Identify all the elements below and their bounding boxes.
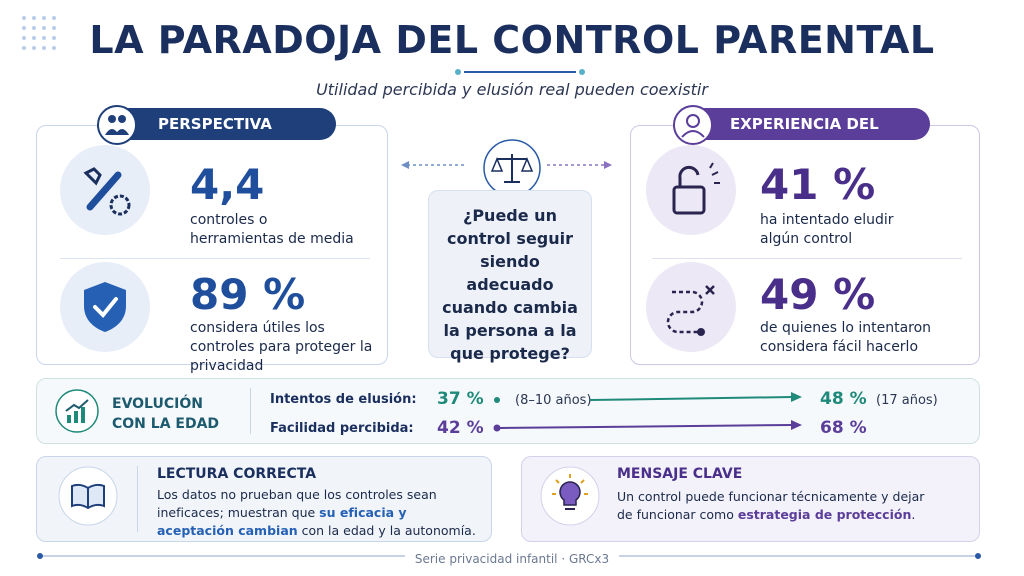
text: Un control puede funcionar técnicamente … xyxy=(617,489,925,522)
minor-stat-value: 49 % xyxy=(760,270,876,319)
lock-icon xyxy=(646,145,736,235)
adult-heading: PERSPECTIVA ADULTA xyxy=(110,108,336,165)
footer: Serie privacidad infantil · GRCx3 xyxy=(0,548,1024,567)
highlight: estrategia de protección xyxy=(737,507,912,522)
text: . xyxy=(911,507,916,522)
growth-icon xyxy=(55,389,99,433)
reading-text: Los datos no prueban que los controles s… xyxy=(157,486,477,540)
title: LA PARADOJA DEL CONTROL PARENTAL xyxy=(89,18,935,62)
minor-stat-text: ha intentado eludir algún control xyxy=(760,212,894,247)
adult-icon xyxy=(97,105,137,145)
row-label: Intentos de elusión: xyxy=(270,392,417,407)
adult-stat-value: 4,4 xyxy=(190,160,265,209)
evolution-arrows xyxy=(493,392,802,432)
divider xyxy=(137,466,138,532)
question-box xyxy=(428,190,592,358)
row-start: 37 % xyxy=(437,389,484,409)
divider xyxy=(60,258,370,259)
row-start-note: (8–10 años) xyxy=(515,393,592,408)
evolution-title: EVOLUCIÓN CON LA EDAD xyxy=(112,396,220,432)
message-title: MENSAJE CLAVE xyxy=(617,466,743,482)
book-icon xyxy=(58,466,118,526)
highlight: su eficacia y aceptación cambian xyxy=(157,505,407,538)
adult-stat-text: controles o herramientas de media xyxy=(190,212,354,247)
title-rule xyxy=(455,69,585,75)
question: ¿Puede un control seguir siendo adecuado… xyxy=(442,206,578,363)
reading-title: LECTURA CORRECTA xyxy=(157,466,317,482)
dot-pattern xyxy=(22,16,56,50)
message-text: Un control puede funcionar técnicamente … xyxy=(617,488,927,524)
minor-stat-value: 41 % xyxy=(760,160,876,209)
minor-heading: EXPERIENCIA DEL MENOR xyxy=(680,108,930,165)
evolution-box xyxy=(36,378,980,444)
divider xyxy=(652,258,962,259)
bulb-icon xyxy=(540,466,600,526)
path-icon xyxy=(646,262,736,352)
row-start: 42 % xyxy=(437,418,484,438)
text: Los datos no prueban que los controles s… xyxy=(157,487,437,520)
adult-stat-text: considera útiles los controles para prot… xyxy=(190,320,373,374)
adult-stat-value: 89 % xyxy=(190,270,306,319)
subtitle: Utilidad percibida y elusión real pueden… xyxy=(316,80,708,99)
footer-text: Serie privacidad infantil · GRCx3 xyxy=(404,552,620,566)
shield-icon xyxy=(60,262,150,352)
row-end: 68 % xyxy=(820,418,867,438)
row-label: Facilidad percibida: xyxy=(270,421,414,436)
minor-icon xyxy=(673,105,713,145)
divider xyxy=(250,388,251,434)
text: con la edad y la autonomía. xyxy=(297,523,476,538)
row-end-note: (17 años) xyxy=(876,393,938,408)
row-end: 48 % xyxy=(820,389,867,409)
balance-connector xyxy=(401,139,612,197)
minor-stat-text: de quienes lo intentaron considera fácil… xyxy=(760,320,932,355)
tools-icon xyxy=(60,145,150,235)
